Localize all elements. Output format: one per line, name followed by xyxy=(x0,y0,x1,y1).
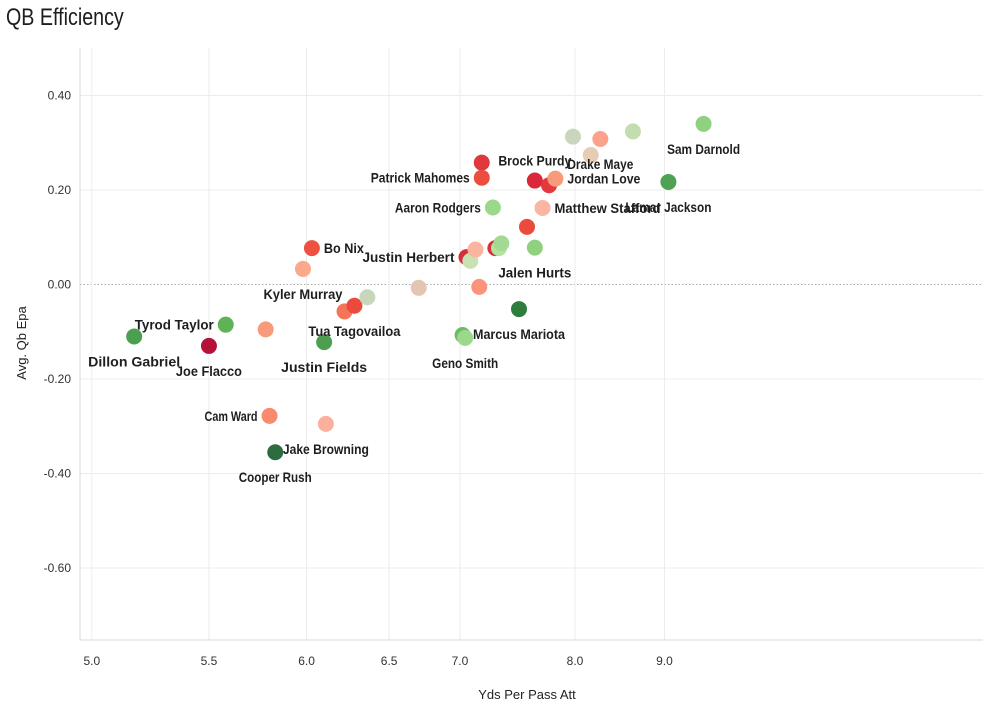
y-tick-label: 0.40 xyxy=(48,89,72,103)
point-label: Joe Flacco xyxy=(176,363,242,379)
point-labels: Dillon Gabriel Tyrod Taylor Joe Flacco Cam … xyxy=(88,141,740,485)
x-tick-label: 5.0 xyxy=(83,654,100,668)
point-label: Jordan Love xyxy=(567,171,640,187)
data-point xyxy=(257,321,274,338)
point-label: Aaron Rodgers xyxy=(395,199,481,215)
x-tick-label: 9.0 xyxy=(656,654,673,668)
data-point xyxy=(484,199,501,216)
point-label: Jake Browning xyxy=(283,441,369,457)
data-point xyxy=(473,154,490,171)
data-point xyxy=(317,415,334,432)
data-point xyxy=(261,407,278,424)
data-point xyxy=(624,123,641,140)
point-label: Lamar Jackson xyxy=(625,199,711,215)
x-axis-title: Yds Per Pass Att xyxy=(478,687,576,702)
point-label: Kyler Murray xyxy=(263,286,342,302)
data-point xyxy=(473,169,490,186)
data-point xyxy=(303,240,320,257)
y-axis-title: Avg. Qb Epa xyxy=(14,305,29,379)
y-tick-label: -0.20 xyxy=(44,372,72,386)
y-tick-label: 0.20 xyxy=(48,183,72,197)
point-label: Sam Darnold xyxy=(667,141,740,157)
data-point xyxy=(518,218,535,235)
data-point xyxy=(200,337,217,354)
y-tick-label: 0.00 xyxy=(48,278,72,292)
data-point xyxy=(294,260,311,277)
point-label: Patrick Mahomes xyxy=(371,170,470,186)
data-point xyxy=(534,199,551,216)
point-label: Brock Purdy xyxy=(498,153,571,169)
point-label: Geno Smith xyxy=(432,355,498,371)
point-label: Cam Ward xyxy=(205,408,258,424)
x-tick-label: 6.0 xyxy=(298,654,315,668)
point-label: Tua Tagovailoa xyxy=(308,323,400,339)
axes: 0.40 0.20 0.00 -0.20 -0.40 -0.60 5.0 5.5 6.0 6.5 7… xyxy=(44,48,983,668)
data-point xyxy=(359,289,376,306)
gridlines xyxy=(80,48,983,640)
data-point xyxy=(526,172,543,189)
x-tick-label: 6.5 xyxy=(381,654,398,668)
data-point xyxy=(564,128,581,145)
data-point xyxy=(457,329,474,346)
x-tick-label: 5.5 xyxy=(201,654,218,668)
point-label: Cooper Rush xyxy=(239,469,312,485)
point-label: Justin Fields xyxy=(281,359,367,375)
data-point xyxy=(316,334,333,351)
data-point xyxy=(660,173,677,190)
point-label: Justin Herbert xyxy=(362,249,454,265)
data-point xyxy=(592,130,609,147)
data-point xyxy=(695,115,712,132)
data-point xyxy=(582,147,599,164)
point-label: Marcus Mariota xyxy=(473,326,565,342)
data-point xyxy=(410,279,427,296)
point-label: Matthew Stafford xyxy=(555,200,661,216)
data-point xyxy=(471,278,488,295)
data-points xyxy=(126,115,712,461)
data-point xyxy=(217,316,234,333)
point-label: Dillon Gabriel xyxy=(88,353,180,369)
data-point xyxy=(493,235,510,252)
point-label: Bo Nix xyxy=(324,240,364,256)
point-label: Tyrod Taylor xyxy=(135,317,215,333)
data-point xyxy=(346,297,363,314)
chart-title: QB Efficiency xyxy=(6,4,124,31)
y-tick-label: -0.60 xyxy=(44,561,72,575)
data-point xyxy=(467,241,484,258)
point-label: Jalen Hurts xyxy=(498,265,571,281)
data-point xyxy=(547,170,564,187)
x-tick-label: 7.0 xyxy=(452,654,469,668)
data-point xyxy=(511,301,528,318)
y-tick-label: -0.40 xyxy=(44,467,72,481)
x-tick-label: 8.0 xyxy=(567,654,584,668)
point-label: Drake Maye xyxy=(567,156,633,172)
data-point xyxy=(526,239,543,256)
data-point xyxy=(267,444,284,461)
data-point xyxy=(126,328,143,345)
